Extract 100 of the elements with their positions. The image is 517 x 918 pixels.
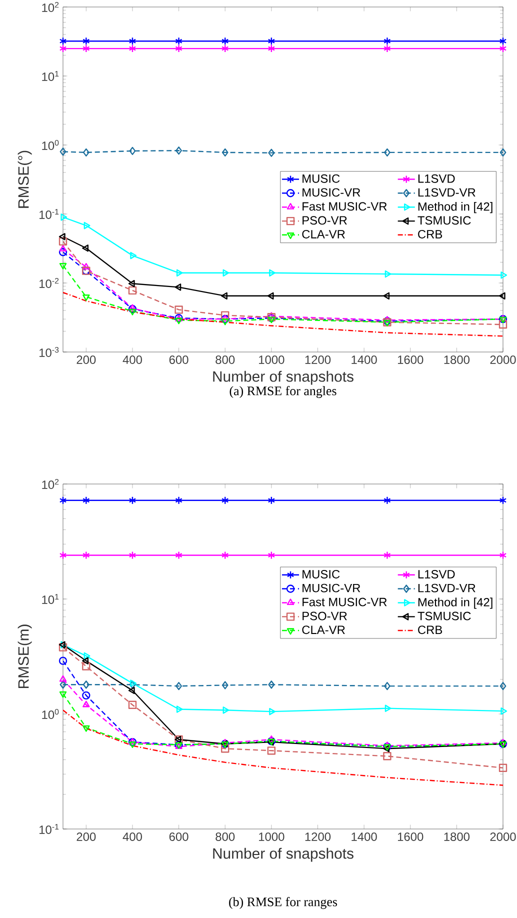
y-tick-label: 10$^{-1}$ [40, 209, 59, 219]
legend-label: MUSIC [302, 174, 340, 183]
point [498, 320, 508, 329]
point [498, 292, 506, 300]
x-tick-label: 1600 [398, 356, 424, 364]
y-tick-label: 10$^{2}$ [42, 2, 59, 12]
point [130, 252, 137, 260]
point [60, 214, 68, 221]
point [59, 691, 67, 698]
point [60, 148, 66, 156]
point [82, 680, 90, 689]
y-tick-label: 10$^{-2}$ [40, 278, 59, 288]
point [268, 148, 275, 157]
x-tick-label: 400 [122, 832, 142, 841]
y-tick-label: 10$^{1}$ [42, 594, 59, 604]
point [268, 316, 276, 324]
point [384, 496, 391, 504]
x-tick-label: 1200 [305, 356, 331, 364]
text: (a) RMSE for angles [230, 386, 336, 398]
point [384, 37, 391, 46]
point [221, 744, 230, 753]
point [384, 742, 391, 748]
point [221, 44, 229, 53]
x-tick-label: 1400 [352, 356, 377, 364]
point [498, 764, 508, 772]
point [82, 662, 90, 670]
x-tick-label: 600 [169, 356, 188, 364]
point [268, 44, 276, 53]
line-series [63, 292, 503, 337]
point [175, 551, 182, 560]
point [175, 37, 182, 46]
point [59, 551, 67, 560]
point [60, 680, 66, 689]
point [82, 691, 90, 700]
point [82, 263, 90, 270]
point [268, 312, 276, 319]
point [128, 496, 136, 504]
point [82, 725, 90, 732]
legend-label: L1SVD-VR [418, 584, 476, 592]
legend-label: CLA-VR [302, 626, 345, 634]
y-tick-label: 10$^{-3}$ [40, 346, 59, 357]
point [500, 707, 508, 715]
x-axis-title: Number of snapshots [213, 370, 354, 385]
point [82, 148, 90, 157]
x-tick-label: 200 [76, 356, 96, 364]
legend-label: Method in [42] [418, 598, 492, 609]
point [222, 706, 230, 714]
point [500, 272, 508, 279]
point [384, 551, 391, 560]
legend-label: L1SVD [418, 174, 455, 183]
legend-label: Method in [42] [418, 202, 492, 214]
point [383, 292, 390, 300]
point [82, 496, 90, 504]
point [383, 752, 392, 760]
legend-label: PSO-VR [302, 216, 347, 225]
point [82, 700, 90, 708]
point [384, 44, 391, 53]
point [128, 700, 137, 709]
point [58, 656, 68, 665]
point [499, 37, 507, 46]
point [128, 308, 136, 316]
point [82, 657, 88, 664]
point [58, 248, 68, 256]
legend-label: MUSIC [302, 570, 340, 578]
x-tick-label: 1800 [444, 356, 470, 364]
point [176, 269, 183, 277]
point [59, 675, 67, 682]
y-tick-label: 10$^{0}$ [42, 140, 59, 150]
point [384, 148, 390, 157]
legend-label: TSMUSIC [418, 612, 471, 620]
point [269, 269, 276, 277]
point [175, 318, 182, 324]
point [221, 37, 229, 46]
point [222, 269, 230, 277]
x-tick-label: 200 [76, 832, 96, 841]
legend-label: Fast MUSIC-VR [302, 202, 387, 211]
point [129, 146, 136, 156]
y-tick-label: 10$^{-1}$ [40, 824, 59, 834]
y-axis-title: RMSE(m) [18, 624, 32, 688]
point [499, 496, 507, 504]
point [268, 551, 276, 560]
y-tick-label: 10$^{1}$ [42, 71, 59, 81]
point [267, 746, 276, 755]
legend-label: L1SVD [418, 570, 455, 578]
point [268, 496, 276, 504]
legend-label: CLA-VR [302, 230, 345, 238]
point [221, 551, 229, 560]
point [128, 304, 136, 311]
point [384, 316, 391, 322]
point [268, 37, 276, 46]
x-tick-label: 1000 [259, 356, 284, 364]
x-tick-label: 1800 [444, 832, 470, 841]
point [128, 37, 136, 46]
point [128, 304, 137, 314]
point [384, 704, 392, 712]
point [128, 742, 136, 748]
point [499, 44, 507, 53]
point [82, 37, 90, 46]
x-tick-label: 1600 [398, 832, 424, 841]
point [82, 551, 90, 560]
